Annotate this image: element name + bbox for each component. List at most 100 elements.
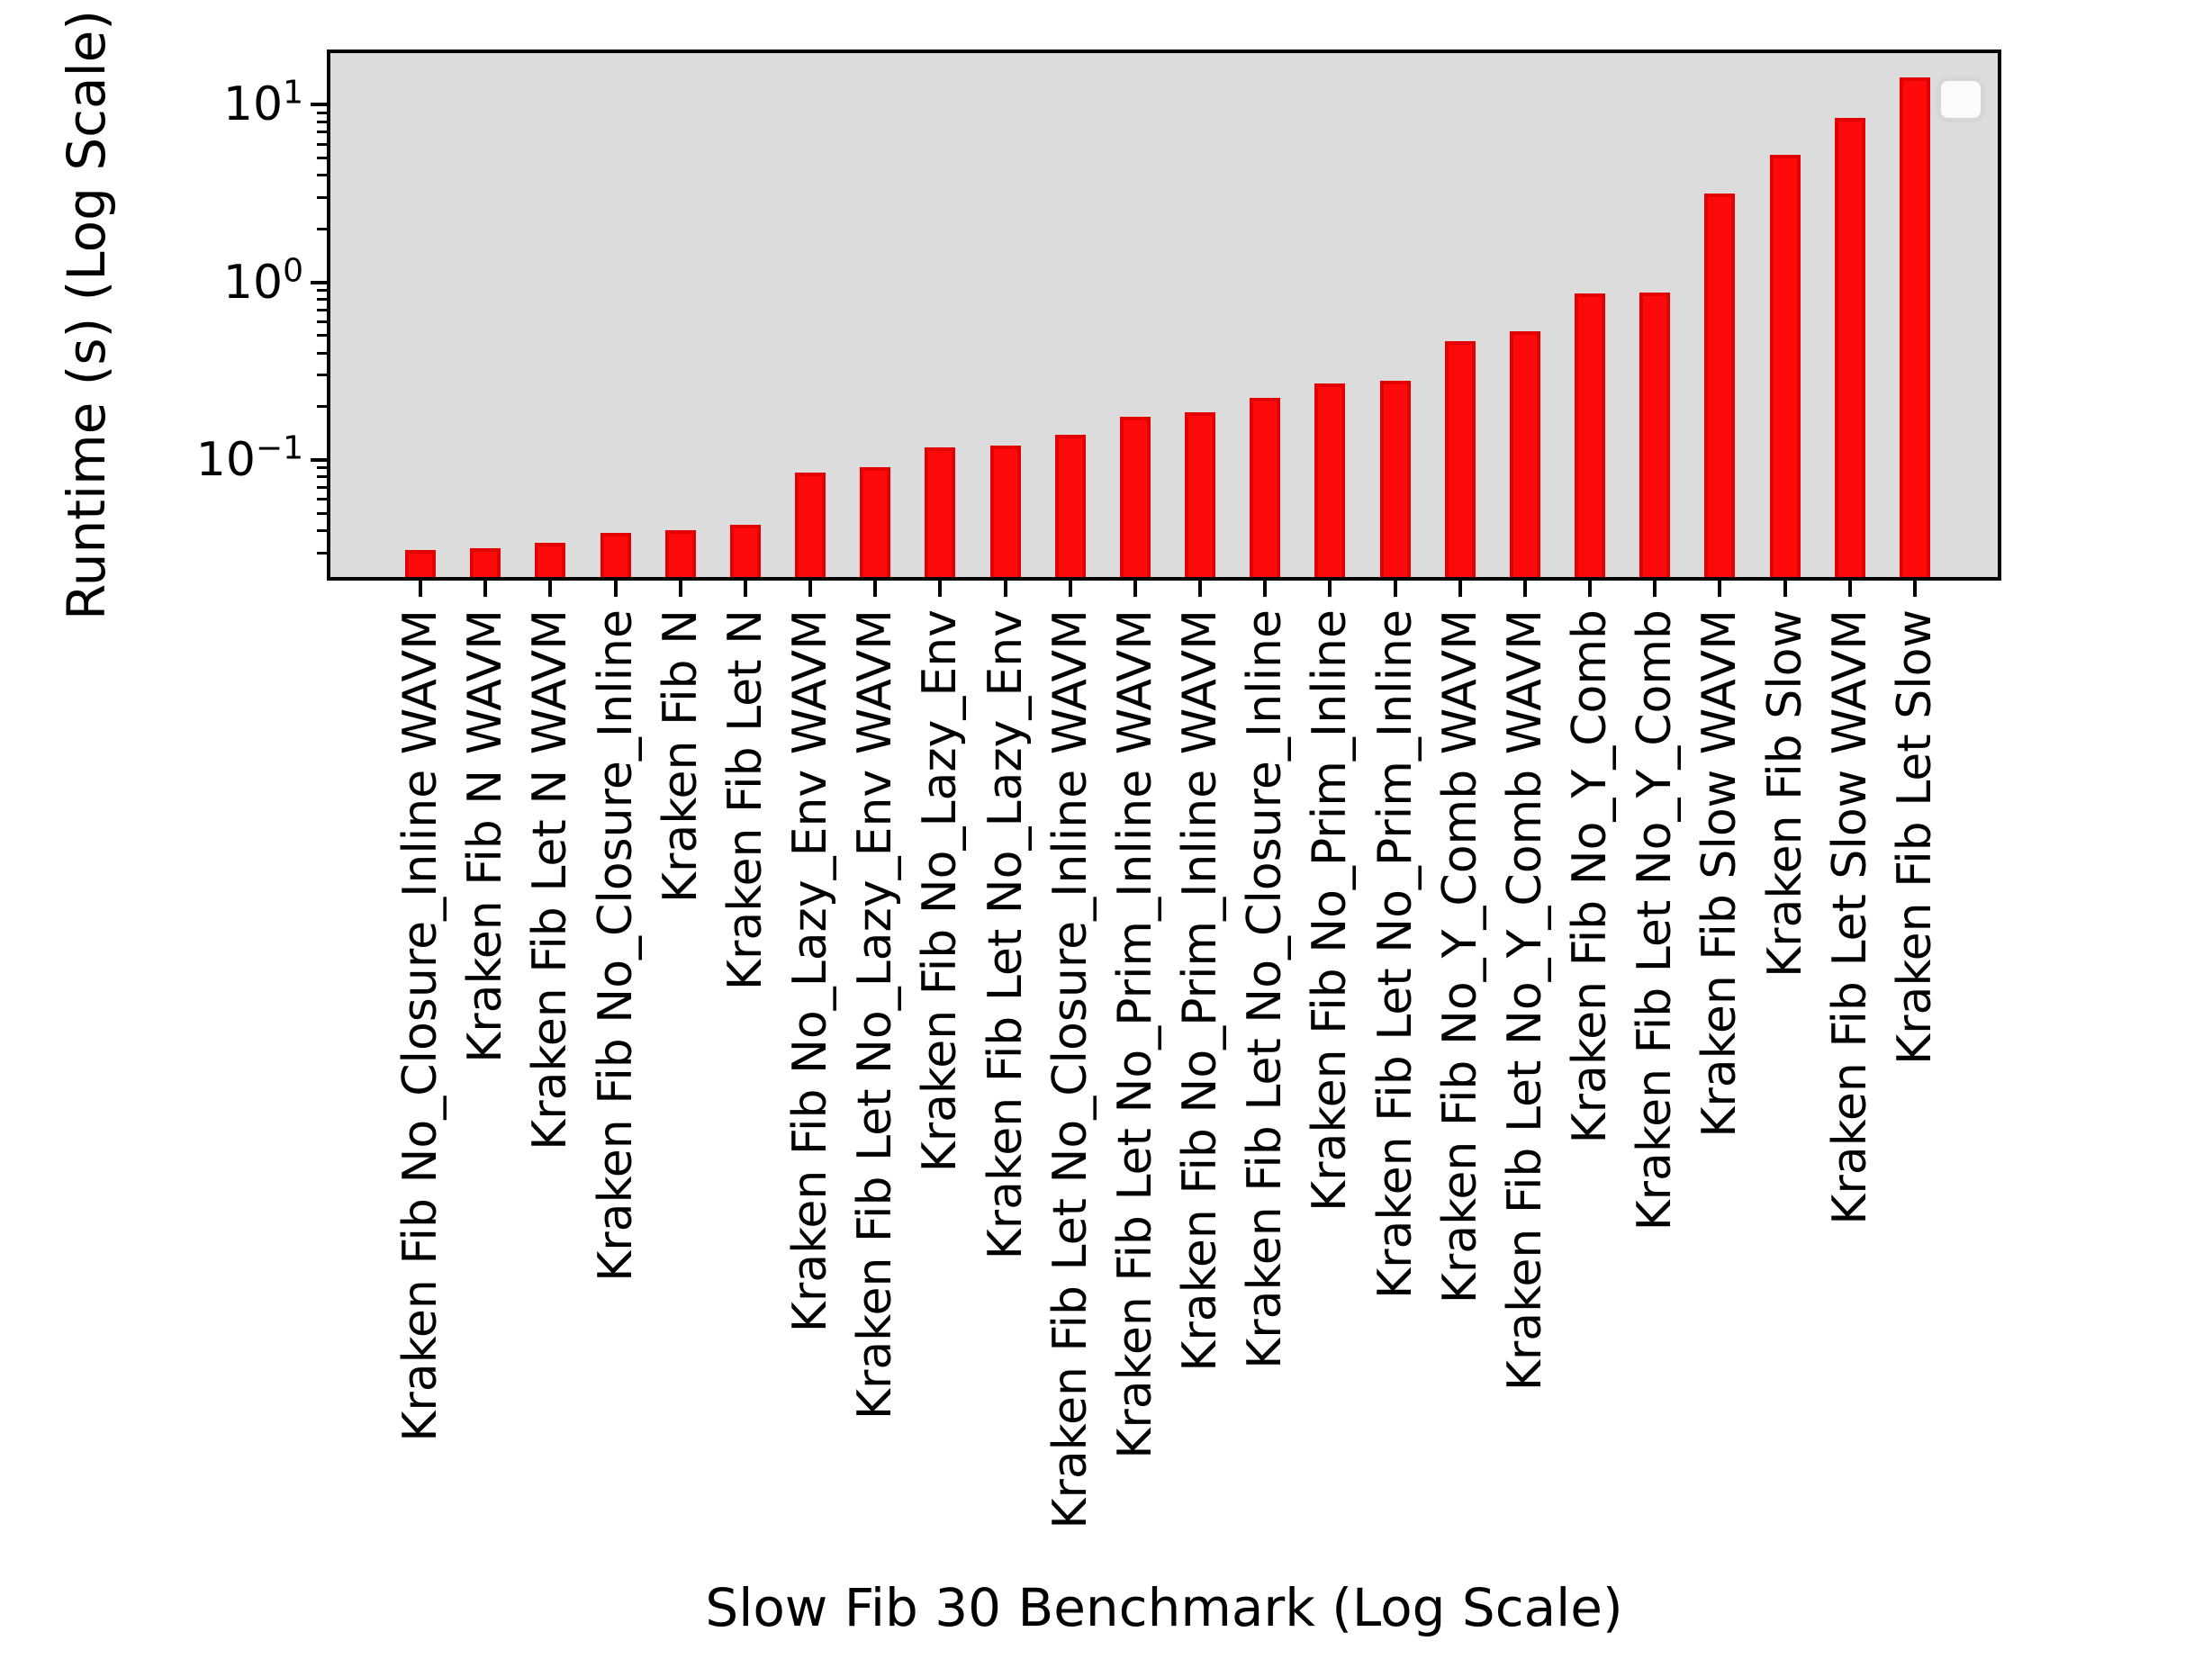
x-tick-label: Kraken Fib Let No_Y_Comb WAVM bbox=[1497, 609, 1552, 1392]
y-minor-tick-mark bbox=[317, 351, 327, 355]
bar bbox=[860, 466, 891, 577]
bar bbox=[1704, 194, 1736, 577]
plot-area bbox=[327, 50, 2001, 581]
y-minor-tick-mark bbox=[317, 111, 327, 114]
legend-box bbox=[1938, 78, 1983, 121]
x-tick-mark bbox=[613, 581, 618, 597]
y-tick-label: 101 bbox=[0, 77, 303, 128]
x-tick-label: Kraken Fib Let No_Closure_Inline bbox=[1238, 609, 1293, 1369]
y-tick-label: 10−1 bbox=[0, 432, 303, 483]
x-tick-label: Kraken Fib Let No_Prim_Inline WAVM bbox=[1107, 609, 1162, 1459]
bar bbox=[1769, 155, 1801, 577]
x-tick-mark bbox=[1718, 581, 1722, 597]
y-minor-tick-mark bbox=[317, 320, 327, 323]
bar bbox=[989, 445, 1021, 577]
x-tick-label: Kraken Fib Let N WAVM bbox=[523, 609, 578, 1150]
bar bbox=[1119, 416, 1151, 577]
bar bbox=[925, 446, 956, 577]
bar bbox=[405, 550, 436, 577]
x-tick-mark bbox=[1328, 581, 1332, 597]
y-tick-mark bbox=[311, 103, 327, 107]
x-tick-label: Kraken Fib Let No_Lazy_Env bbox=[978, 609, 1033, 1260]
x-tick-mark bbox=[1068, 581, 1072, 597]
y-tick-mark bbox=[311, 457, 327, 462]
bar bbox=[1314, 383, 1346, 577]
x-tick-mark bbox=[483, 581, 488, 597]
x-tick-label: Kraken Fib Let Slow bbox=[1887, 609, 1942, 1065]
bar bbox=[1379, 381, 1411, 577]
x-tick-mark bbox=[1263, 581, 1268, 597]
bar bbox=[1509, 330, 1540, 577]
x-tick-label: Kraken Fib Let N bbox=[718, 609, 772, 991]
x-tick-label: Kraken Fib Let No_Y_Comb bbox=[1628, 609, 1683, 1231]
x-axis-label: Slow Fib 30 Benchmark (Log Scale) bbox=[705, 1577, 1623, 1638]
y-minor-tick-mark bbox=[317, 475, 327, 479]
y-minor-tick-mark bbox=[317, 511, 327, 515]
x-tick-label: Kraken Fib Let Slow WAVM bbox=[1822, 609, 1877, 1225]
y-minor-tick-mark bbox=[317, 466, 327, 470]
y-tick-label-base: 10 bbox=[222, 255, 284, 310]
bar bbox=[1575, 293, 1606, 577]
x-tick-label: Kraken Fib Let No_Closure_Inline WAVM bbox=[1043, 609, 1097, 1529]
bar bbox=[795, 472, 826, 577]
y-minor-tick-mark bbox=[317, 142, 327, 146]
x-tick-mark bbox=[808, 581, 813, 597]
y-minor-tick-mark bbox=[317, 374, 327, 377]
y-minor-tick-mark bbox=[317, 289, 327, 293]
x-tick-label: Kraken Fib Slow WAVM bbox=[1693, 609, 1747, 1138]
bar bbox=[1444, 341, 1476, 577]
x-tick-mark bbox=[1522, 581, 1527, 597]
y-minor-tick-mark bbox=[317, 551, 327, 555]
x-tick-mark bbox=[938, 581, 943, 597]
x-tick-label: Kraken Fib Let No_Prim_Inline bbox=[1368, 609, 1422, 1299]
x-tick-mark bbox=[1133, 581, 1137, 597]
x-tick-label: Kraken Fib No_Prim_Inline bbox=[1303, 609, 1358, 1212]
y-tick-mark bbox=[311, 280, 327, 284]
x-tick-mark bbox=[1847, 581, 1852, 597]
x-tick-label: Kraken Fib No_Closure_Inline bbox=[588, 609, 643, 1282]
y-minor-tick-mark bbox=[317, 528, 327, 532]
x-tick-mark bbox=[1393, 581, 1397, 597]
x-tick-mark bbox=[1198, 581, 1203, 597]
bar bbox=[1250, 398, 1281, 577]
y-minor-tick-mark bbox=[317, 131, 327, 134]
x-tick-label: Kraken Fib No_Closure_Inline WAVM bbox=[393, 609, 447, 1442]
bar bbox=[470, 547, 501, 577]
x-tick-label: Kraken Fib No_Y_Comb bbox=[1563, 609, 1618, 1144]
bar bbox=[1054, 435, 1086, 577]
x-tick-mark bbox=[548, 581, 553, 597]
bar bbox=[1899, 77, 1930, 577]
bar bbox=[1639, 292, 1671, 577]
bar bbox=[1185, 411, 1216, 577]
x-tick-label: Kraken Fib No_Lazy_Env bbox=[913, 609, 968, 1173]
y-tick-label-exponent: 1 bbox=[283, 74, 303, 112]
x-tick-mark bbox=[1653, 581, 1657, 597]
bar bbox=[1834, 118, 1865, 577]
y-minor-tick-mark bbox=[317, 498, 327, 501]
bar bbox=[664, 530, 696, 577]
y-tick-label: 100 bbox=[0, 255, 303, 306]
y-minor-tick-mark bbox=[317, 298, 327, 302]
y-minor-tick-mark bbox=[317, 120, 327, 123]
y-minor-tick-mark bbox=[317, 174, 327, 177]
x-tick-label: Kraken Fib Let No_Lazy_Env WAVM bbox=[848, 609, 903, 1420]
y-tick-label-exponent: 0 bbox=[283, 252, 303, 290]
y-tick-label-base: 10 bbox=[195, 432, 256, 487]
y-minor-tick-mark bbox=[317, 485, 327, 489]
x-tick-label: Kraken Fib N bbox=[653, 609, 708, 904]
y-minor-tick-mark bbox=[317, 157, 327, 160]
x-tick-mark bbox=[419, 581, 422, 597]
x-tick-mark bbox=[1588, 581, 1593, 597]
x-tick-mark bbox=[873, 581, 878, 597]
y-minor-tick-mark bbox=[317, 334, 327, 338]
x-tick-label: Kraken Fib No_Prim_Inline WAVM bbox=[1173, 609, 1228, 1372]
y-tick-label-exponent: −1 bbox=[255, 429, 303, 467]
x-tick-mark bbox=[1912, 581, 1917, 597]
x-tick-label: Kraken Fib N WAVM bbox=[458, 609, 513, 1063]
y-minor-tick-mark bbox=[317, 308, 327, 311]
x-tick-mark bbox=[743, 581, 747, 597]
x-tick-mark bbox=[678, 581, 682, 597]
x-tick-label: Kraken Fib No_Lazy_Env WAVM bbox=[783, 609, 838, 1333]
bar bbox=[729, 525, 761, 577]
